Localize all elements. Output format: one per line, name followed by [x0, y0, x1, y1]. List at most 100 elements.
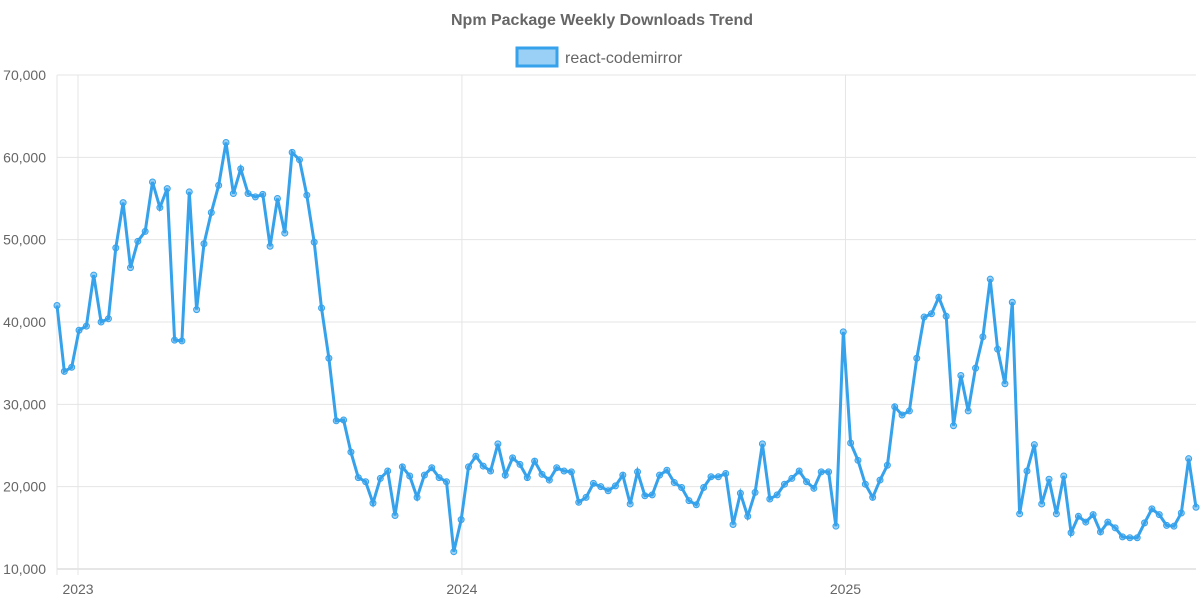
- data-point[interactable]: [1082, 518, 1090, 526]
- data-point[interactable]: [1060, 472, 1068, 480]
- data-point[interactable]: [318, 304, 326, 312]
- data-point[interactable]: [295, 156, 303, 164]
- data-point[interactable]: [347, 448, 355, 456]
- data-point[interactable]: [207, 208, 215, 216]
- data-point[interactable]: [1141, 519, 1149, 527]
- data-point[interactable]: [325, 354, 333, 362]
- data-point[interactable]: [582, 493, 590, 501]
- data-point[interactable]: [920, 313, 928, 321]
- data-point[interactable]: [457, 516, 465, 524]
- data-point[interactable]: [663, 466, 671, 474]
- data-point[interactable]: [251, 193, 259, 201]
- data-point[interactable]: [1119, 533, 1127, 541]
- data-point[interactable]: [303, 191, 311, 199]
- data-point[interactable]: [1155, 511, 1163, 519]
- data-point[interactable]: [193, 306, 201, 314]
- data-point[interactable]: [847, 439, 855, 447]
- data-point[interactable]: [766, 495, 774, 503]
- data-point[interactable]: [237, 165, 245, 173]
- data-point[interactable]: [722, 469, 730, 477]
- data-point[interactable]: [149, 178, 157, 186]
- data-point[interactable]: [501, 471, 509, 479]
- data-point[interactable]: [112, 244, 120, 252]
- data-point[interactable]: [465, 463, 473, 471]
- data-point[interactable]: [883, 461, 891, 469]
- data-point[interactable]: [215, 181, 223, 189]
- data-point[interactable]: [964, 407, 972, 415]
- data-point[interactable]: [222, 139, 230, 147]
- data-point[interactable]: [288, 148, 296, 156]
- data-point[interactable]: [780, 480, 788, 488]
- data-point[interactable]: [1192, 503, 1200, 511]
- data-point[interactable]: [685, 497, 693, 505]
- data-point[interactable]: [384, 467, 392, 475]
- data-point[interactable]: [266, 242, 274, 250]
- data-point[interactable]: [832, 522, 840, 530]
- data-point[interactable]: [1052, 510, 1060, 518]
- data-point[interactable]: [1170, 522, 1178, 530]
- data-point[interactable]: [692, 501, 700, 509]
- data-point[interactable]: [1163, 521, 1171, 529]
- data-point[interactable]: [398, 463, 406, 471]
- data-point[interactable]: [898, 411, 906, 419]
- data-point[interactable]: [545, 476, 553, 484]
- data-point[interactable]: [171, 336, 179, 344]
- data-point[interactable]: [905, 407, 913, 415]
- data-point[interactable]: [825, 468, 833, 476]
- data-point[interactable]: [957, 372, 965, 380]
- data-point[interactable]: [1089, 511, 1097, 519]
- data-point[interactable]: [553, 464, 561, 472]
- data-point[interactable]: [736, 489, 744, 497]
- data-point[interactable]: [1133, 534, 1141, 542]
- data-point[interactable]: [861, 480, 869, 488]
- data-point[interactable]: [729, 521, 737, 529]
- data-point[interactable]: [950, 422, 958, 430]
- data-point[interactable]: [1185, 455, 1193, 463]
- data-point[interactable]: [567, 468, 575, 476]
- data-point[interactable]: [979, 333, 987, 341]
- data-point[interactable]: [634, 468, 642, 476]
- data-point[interactable]: [340, 416, 348, 424]
- data-point[interactable]: [487, 467, 495, 475]
- data-point[interactable]: [178, 337, 186, 345]
- data-point[interactable]: [972, 364, 980, 372]
- data-point[interactable]: [531, 457, 539, 465]
- data-point[interactable]: [758, 440, 766, 448]
- data-point[interactable]: [773, 491, 781, 499]
- data-point[interactable]: [244, 190, 252, 198]
- data-point[interactable]: [604, 487, 612, 495]
- data-point[interactable]: [200, 240, 208, 248]
- data-point[interactable]: [648, 491, 656, 499]
- data-point[interactable]: [869, 493, 877, 501]
- data-point[interactable]: [986, 275, 994, 283]
- data-point[interactable]: [913, 354, 921, 362]
- data-point[interactable]: [163, 185, 171, 193]
- data-point[interactable]: [927, 310, 935, 318]
- data-point[interactable]: [1067, 529, 1075, 537]
- data-point[interactable]: [134, 237, 142, 245]
- data-point[interactable]: [413, 493, 421, 501]
- data-point[interactable]: [1038, 500, 1046, 508]
- data-point[interactable]: [450, 548, 458, 556]
- data-point[interactable]: [229, 190, 237, 198]
- data-point[interactable]: [560, 467, 568, 475]
- data-point[interactable]: [185, 188, 193, 196]
- data-point[interactable]: [509, 454, 517, 462]
- data-point[interactable]: [1177, 509, 1185, 517]
- data-point[interactable]: [1126, 534, 1134, 542]
- data-point[interactable]: [119, 199, 127, 207]
- data-point[interactable]: [156, 204, 164, 212]
- data-point[interactable]: [354, 474, 362, 482]
- data-point[interactable]: [82, 322, 90, 330]
- data-point[interactable]: [435, 474, 443, 482]
- data-point[interactable]: [442, 478, 450, 486]
- data-point[interactable]: [854, 456, 862, 464]
- data-point[interactable]: [942, 312, 950, 320]
- data-point[interactable]: [75, 326, 83, 334]
- data-point[interactable]: [1023, 467, 1031, 475]
- data-point[interactable]: [744, 512, 752, 520]
- data-point[interactable]: [1030, 441, 1038, 449]
- data-point[interactable]: [523, 474, 531, 482]
- data-point[interactable]: [656, 471, 664, 479]
- data-point[interactable]: [479, 462, 487, 470]
